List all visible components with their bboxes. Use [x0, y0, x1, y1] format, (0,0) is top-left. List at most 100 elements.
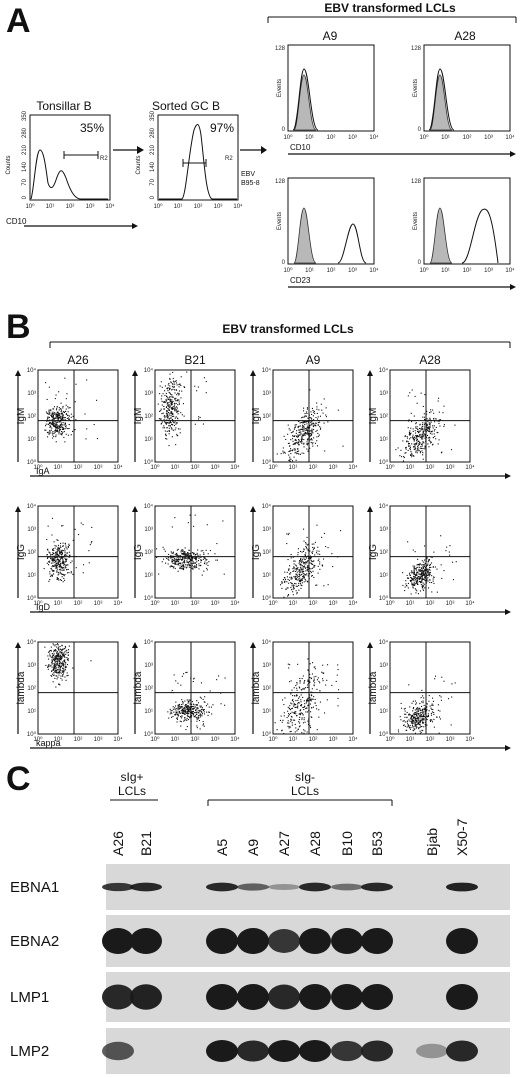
- event-dot: [290, 720, 292, 722]
- event-dot: [407, 420, 409, 422]
- event-dot: [416, 566, 418, 568]
- event-dot: [413, 439, 415, 441]
- event-dot: [296, 430, 298, 432]
- event-dot: [167, 408, 169, 410]
- event-dot: [422, 432, 424, 434]
- event-dot: [411, 421, 413, 423]
- lane-label: A27: [276, 831, 292, 856]
- event-dot: [298, 435, 300, 437]
- event-dot: [63, 655, 65, 657]
- event-dot: [187, 708, 189, 710]
- protein-band: [446, 882, 478, 892]
- event-dot: [410, 432, 412, 434]
- event-dot: [216, 559, 218, 561]
- dotplot-ylabel: IgG: [251, 544, 262, 560]
- event-dot: [69, 418, 71, 420]
- event-dot: [55, 565, 57, 567]
- event-dot: [53, 435, 55, 437]
- event-dot: [427, 430, 429, 432]
- event-dot: [63, 416, 65, 418]
- y-tick-label: 10²: [144, 550, 153, 556]
- event-dot: [300, 714, 302, 716]
- event-dot: [288, 442, 290, 444]
- event-dot: [313, 676, 315, 678]
- event-dot: [409, 445, 411, 447]
- event-dot: [63, 659, 65, 661]
- event-dot: [414, 729, 416, 731]
- event-dot: [300, 428, 302, 430]
- event-dot: [417, 721, 419, 723]
- event-dot: [55, 425, 57, 427]
- event-dot: [63, 575, 65, 577]
- event-dot: [312, 445, 314, 447]
- event-dot: [290, 582, 292, 584]
- event-dot: [312, 546, 314, 548]
- event-dot: [431, 562, 433, 564]
- event-dot: [53, 663, 55, 665]
- event-dot: [421, 427, 423, 429]
- event-dot: [173, 692, 175, 694]
- event-dot: [184, 552, 186, 554]
- blot-strip: LMP2: [10, 1028, 510, 1074]
- event-dot: [293, 584, 295, 586]
- event-dot: [49, 426, 51, 428]
- event-dot: [55, 669, 57, 671]
- event-dot: [307, 549, 309, 551]
- event-dot: [294, 582, 296, 584]
- event-dot: [178, 393, 180, 395]
- event-dot: [51, 659, 53, 661]
- event-dot: [412, 434, 414, 436]
- x-tick-label: 10⁰: [150, 600, 160, 607]
- event-dot: [57, 427, 59, 429]
- event-dot: [298, 721, 300, 723]
- event-dot: [161, 561, 163, 563]
- event-dot: [57, 419, 59, 421]
- event-dot: [67, 428, 69, 430]
- event-dot: [52, 437, 54, 439]
- event-dot: [185, 556, 187, 558]
- event-dot: [191, 564, 193, 566]
- event-dot: [420, 435, 422, 437]
- event-dot: [407, 427, 409, 429]
- event-dot: [68, 424, 70, 426]
- event-dot: [61, 434, 63, 436]
- event-dot: [47, 525, 49, 527]
- event-dot: [306, 699, 308, 701]
- event-dot: [413, 580, 415, 582]
- event-dot: [417, 723, 419, 725]
- event-dot: [177, 713, 179, 715]
- event-dot: [52, 669, 54, 671]
- dotplot-col-label: A26: [67, 353, 89, 367]
- event-dot: [55, 556, 57, 558]
- event-dot: [72, 430, 74, 432]
- x-tick-label: 10⁰: [385, 600, 395, 607]
- event-dot: [50, 646, 52, 648]
- event-dot: [287, 442, 289, 444]
- lane-label: A5: [214, 839, 230, 856]
- event-dot: [419, 733, 421, 735]
- x-tick-label: 10⁰: [25, 203, 35, 210]
- x-tick-label: 10²: [426, 601, 435, 607]
- x-tick-label: 10⁰: [283, 267, 293, 274]
- event-dot: [191, 711, 193, 713]
- event-dot: [409, 448, 411, 450]
- event-dot: [181, 706, 183, 708]
- x-tick-label: 10³: [348, 135, 357, 141]
- event-dot: [425, 576, 427, 578]
- event-dot: [174, 708, 176, 710]
- event-dot: [422, 566, 424, 568]
- event-dot: [199, 713, 201, 715]
- event-dot: [167, 388, 169, 390]
- event-dot: [169, 566, 171, 568]
- event-dot: [311, 407, 313, 409]
- event-dot: [184, 707, 186, 709]
- event-dot: [60, 433, 62, 435]
- event-dot: [197, 554, 199, 556]
- event-dot: [53, 668, 55, 670]
- event-dot: [423, 585, 425, 587]
- event-dot: [418, 449, 420, 451]
- event-dot: [47, 418, 49, 420]
- event-dot: [184, 560, 186, 562]
- event-dot: [169, 708, 171, 710]
- event-dot: [59, 646, 61, 648]
